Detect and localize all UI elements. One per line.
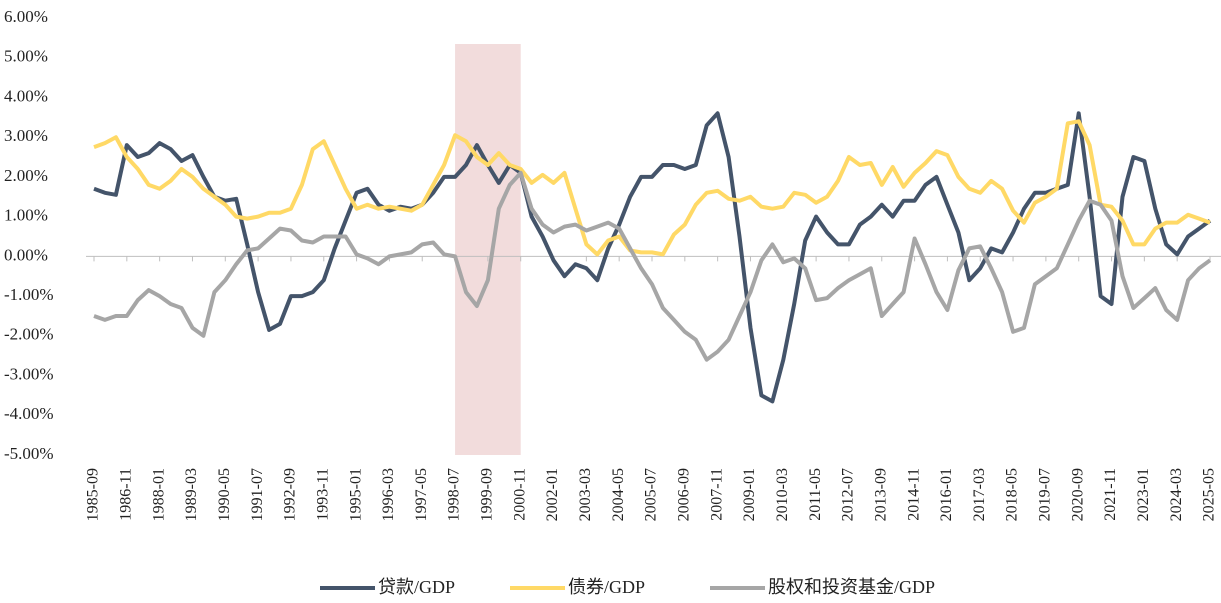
x-tick-label: 2023-01 xyxy=(1135,468,1152,521)
x-tick-label: 2000-11 xyxy=(511,468,528,521)
y-tick-label: 1.00% xyxy=(4,206,48,225)
x-tick-label: 1998-07 xyxy=(446,468,463,521)
x-tick-label: 2016-01 xyxy=(938,468,955,521)
x-tick-label: 2021-11 xyxy=(1102,468,1119,521)
x-tick-label: 2014-11 xyxy=(905,468,922,521)
y-tick-label: 2.00% xyxy=(4,166,48,185)
legend-label: 贷款/GDP xyxy=(378,577,455,597)
y-tick-label: 5.00% xyxy=(4,47,48,66)
y-tick-label: 0.00% xyxy=(4,245,48,264)
x-tick-label: 2011-05 xyxy=(807,468,824,521)
x-tick-label: 2007-11 xyxy=(708,468,725,521)
x-tick-label: 2010-03 xyxy=(774,468,791,521)
x-tick-label: 2006-09 xyxy=(675,468,692,521)
line-series xyxy=(93,111,1212,404)
x-tick-label: 1992-09 xyxy=(282,468,299,521)
x-tick-label: 1999-09 xyxy=(479,468,496,521)
x-tick-label: 2013-09 xyxy=(872,468,889,521)
legend-label: 股权和投资基金/GDP xyxy=(768,577,935,597)
line-series xyxy=(93,170,1212,362)
x-tick-label: 1990-05 xyxy=(216,468,233,521)
y-tick-label: -2.00% xyxy=(4,325,54,344)
y-tick-label: 4.00% xyxy=(4,86,48,105)
y-tick-label: -3.00% xyxy=(4,364,54,383)
x-tick-label: 2005-07 xyxy=(643,468,660,521)
x-tick-label: 1986-11 xyxy=(117,468,134,521)
x-tick-label: 1995-01 xyxy=(347,468,364,521)
legend-label: 债券/GDP xyxy=(568,577,645,597)
x-tick-label: 1993-11 xyxy=(314,468,331,521)
x-tick-label: 2020-09 xyxy=(1069,468,1086,521)
x-tick-label: 1989-03 xyxy=(183,468,200,521)
x-tick-label: 2017-03 xyxy=(971,468,988,521)
y-tick-label: -5.00% xyxy=(4,444,54,463)
y-tick-label: -4.00% xyxy=(4,404,54,423)
x-tick-label: 2002-01 xyxy=(544,468,561,521)
x-tick-label: 2009-01 xyxy=(741,468,758,521)
x-tick-label: 1985-09 xyxy=(85,468,102,521)
x-tick-label: 2012-07 xyxy=(840,468,857,521)
x-tick-label: 2025-05 xyxy=(1201,468,1218,521)
x-tick-label: 2003-03 xyxy=(577,468,594,521)
y-tick-label: 3.00% xyxy=(4,126,48,145)
x-tick-label: 2004-05 xyxy=(610,468,627,521)
x-tick-label: 2019-07 xyxy=(1037,468,1054,521)
x-tick-label: 1991-07 xyxy=(249,468,266,521)
x-tick-label: 2024-03 xyxy=(1168,468,1185,521)
y-tick-label: -1.00% xyxy=(4,285,54,304)
x-tick-label: 1997-05 xyxy=(413,468,430,521)
line-series xyxy=(93,119,1211,257)
y-tick-label: 6.00% xyxy=(4,7,48,26)
x-tick-label: 2018-05 xyxy=(1004,468,1021,521)
x-tick-label: 1988-01 xyxy=(150,468,167,521)
x-tick-label: 1996-03 xyxy=(380,468,397,521)
highlight-band xyxy=(455,44,521,455)
